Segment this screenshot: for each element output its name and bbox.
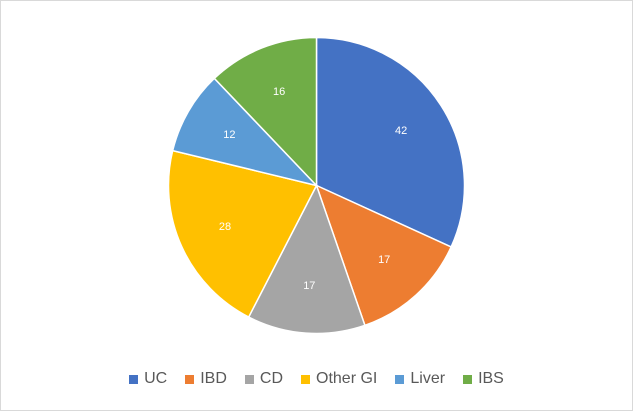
legend-swatch-liver (395, 374, 405, 384)
legend-item-cd: CD (244, 370, 284, 388)
legend-item-liver: Liver (395, 370, 445, 388)
data-label-cd: 17 (303, 280, 315, 292)
pie-data-labels: 42 17 17 28 12 16 (219, 86, 407, 292)
legend-label-other-gi: Other GI (316, 370, 378, 387)
legend-item-other-gi: Other GI (301, 370, 377, 388)
legend-label-uc: UC (144, 370, 168, 387)
data-label-ibd: 17 (378, 254, 390, 266)
legend-item-ibd: IBD (185, 370, 227, 388)
legend-label-cd: CD (259, 370, 284, 387)
legend-swatch-other-gi (301, 374, 311, 384)
data-label-uc: 42 (395, 125, 407, 137)
pie-slice-cd (247, 183, 366, 335)
chart-legend: UC IBD CD Other GI Liver IBS (0, 370, 633, 388)
pie-slice-liver (171, 77, 319, 187)
legend-item-ibs: IBS (463, 370, 504, 388)
data-label-other-gi: 28 (219, 221, 231, 233)
legend-label-ibd: IBD (200, 370, 227, 387)
legend-swatch-cd (244, 374, 254, 384)
pie-slice-ibs (213, 36, 318, 188)
legend-item-uc: UC (129, 370, 167, 388)
legend-swatch-ibs (463, 374, 473, 384)
pie-slice-ibd (315, 184, 453, 327)
legend-label-liver: Liver (410, 370, 446, 387)
pie-slice-uc (315, 36, 466, 248)
legend-swatch-uc (129, 374, 139, 384)
pie-slice-other-gi (167, 149, 318, 319)
data-label-ibs: 16 (273, 86, 285, 98)
legend-swatch-ibd (185, 374, 195, 384)
pie-slices (167, 36, 466, 335)
legend-label-ibs: IBS (478, 370, 504, 387)
data-label-liver: 12 (223, 129, 235, 141)
